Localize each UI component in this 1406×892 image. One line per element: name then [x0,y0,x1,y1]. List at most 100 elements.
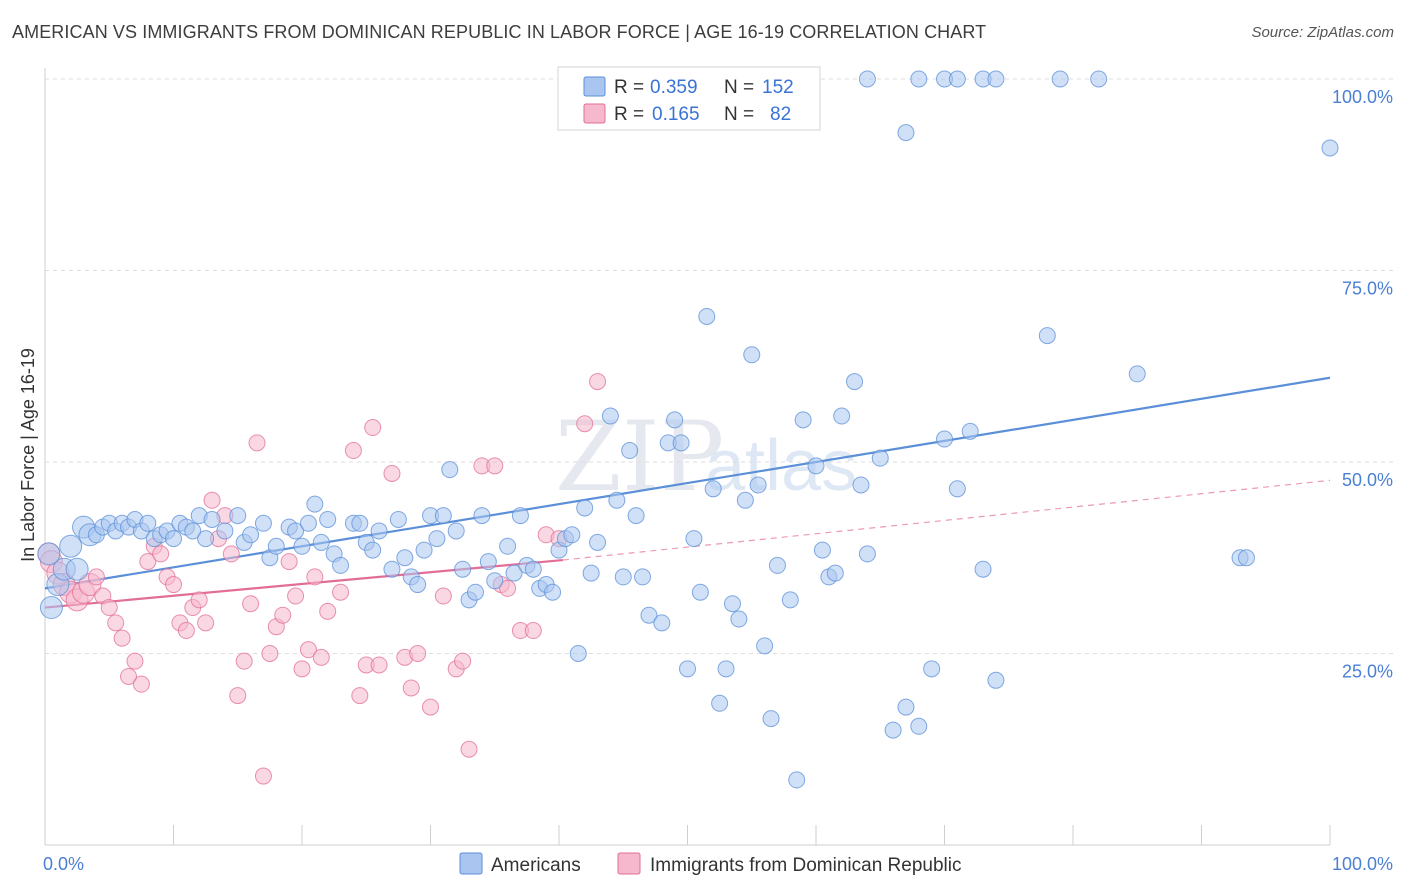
point-americans [499,537,517,555]
point-americans [813,541,831,559]
point-americans [987,70,1005,88]
point-dominican [242,595,260,613]
point-americans [987,671,1005,689]
point-americans [65,557,89,581]
point-dominican [460,740,478,758]
series-americans-points [37,70,1339,789]
point-americans [267,537,285,555]
legend-swatch-dominican [617,852,641,875]
point-americans [910,70,928,88]
point-dominican [287,587,305,605]
point-dominican [486,457,504,475]
stat-r-label-dominican: R = [614,104,644,125]
point-americans [711,694,729,712]
point-americans [589,533,607,551]
point-dominican [197,614,215,632]
point-americans [923,660,941,678]
point-americans [1090,70,1108,88]
point-dominican [576,415,594,433]
point-dominican [364,419,382,437]
point-americans [441,461,459,479]
axes [44,68,1331,846]
x-tick-label-min: 0.0% [43,854,84,874]
point-americans [1038,327,1056,345]
stat-r-value-americans: 0.359 [650,77,698,98]
point-americans [299,514,317,532]
point-americans [858,545,876,563]
stat-n-value-americans: 152 [762,77,794,98]
trend-line-dominican [44,558,563,609]
point-dominican [402,679,420,697]
point-americans [833,407,851,425]
point-americans [582,564,600,582]
point-americans [409,576,427,594]
point-americans [807,457,825,475]
point-dominican [229,687,247,705]
point-americans [576,499,594,517]
point-dominican [422,698,439,716]
point-dominican [383,464,401,482]
point-dominican [589,373,607,391]
point-americans [736,491,754,509]
point-americans [524,560,542,578]
point-dominican [434,587,452,605]
point-americans [634,568,652,586]
point-americans [897,698,915,716]
point-dominican [113,629,131,647]
point-americans [614,568,632,586]
point-americans [608,491,626,509]
point-dominican [222,545,240,563]
point-americans [415,541,433,559]
x-tick-label-max: 100.0% [1332,854,1393,874]
point-americans [698,307,716,325]
point-americans [479,553,497,571]
point-americans [242,526,260,544]
point-americans [788,771,806,789]
point-americans [312,533,330,551]
y-tick-label: 25.0% [1342,662,1393,682]
trend-line-dominican-extrapolated [562,479,1331,561]
point-dominican [100,599,118,617]
point-dominican [299,641,317,659]
point-americans [672,434,690,452]
point-dominican [139,553,157,571]
point-dominican [152,545,170,563]
point-americans [466,583,484,601]
y-tick-label: 75.0% [1342,279,1393,299]
point-americans [139,514,157,532]
point-dominican [107,614,125,632]
point-dominican [280,553,298,571]
point-americans [961,422,979,440]
point-americans [473,507,491,525]
legend-label-americans: Americans [491,855,581,876]
point-dominican [177,622,195,640]
point-americans [948,480,966,498]
point-americans [216,522,234,540]
point-americans [794,411,812,429]
point-americans [762,710,780,728]
point-americans [364,541,382,559]
point-americans [37,542,61,566]
point-dominican [332,583,350,601]
point-americans [846,373,864,391]
point-americans [627,507,645,525]
point-americans [948,70,966,88]
point-dominican [235,652,253,670]
point-americans [396,549,414,567]
point-americans [858,70,876,88]
point-dominican [409,645,427,662]
point-americans [1237,549,1255,567]
point-dominican [319,602,337,620]
point-americans [569,645,587,662]
point-dominican [203,491,221,509]
point-dominican [248,434,266,452]
point-americans [717,660,735,678]
point-americans [749,476,767,494]
point-americans [781,591,799,609]
point-americans [434,507,452,525]
chart-source: Source: ZipAtlas.com [1251,24,1394,41]
point-americans [743,346,761,364]
stat-n-value-dominican: 82 [770,104,791,125]
point-americans [1128,365,1146,383]
stat-r-value-dominican: 0.165 [652,104,700,125]
